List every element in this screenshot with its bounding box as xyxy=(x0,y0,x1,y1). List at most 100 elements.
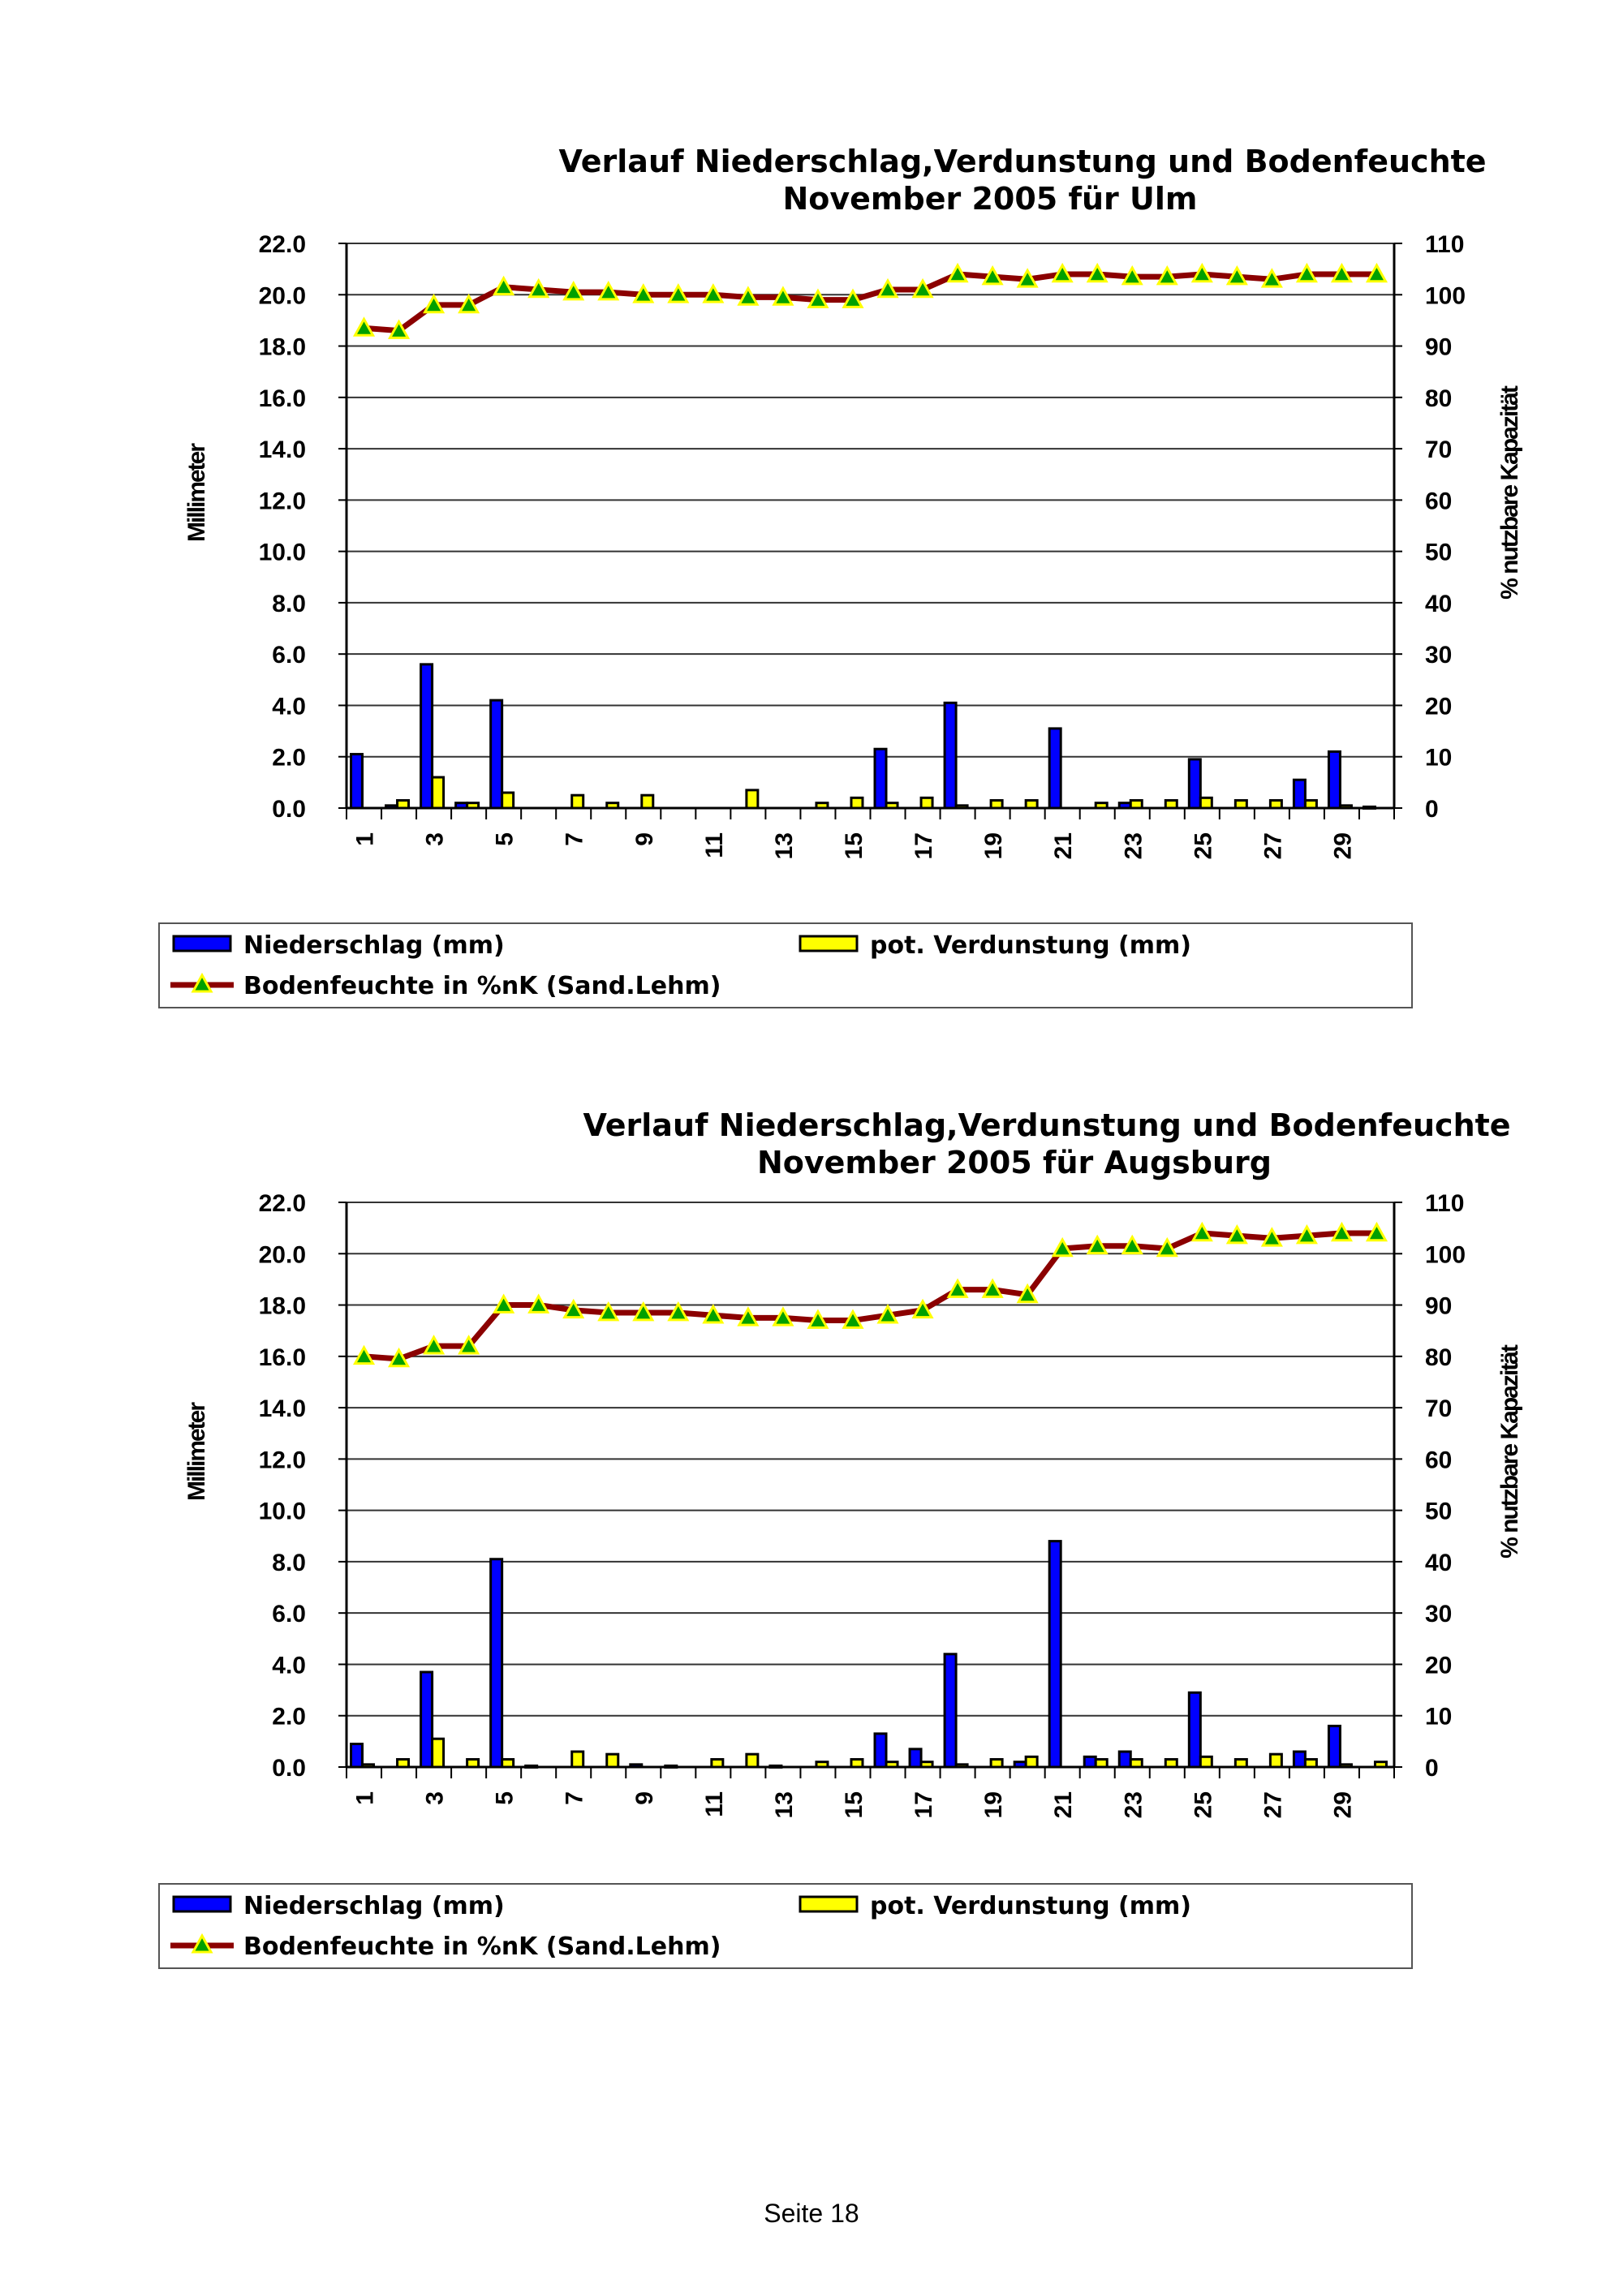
y2-tick-label: 30 xyxy=(1425,642,1452,669)
bar-verdunstung-day-17 xyxy=(919,796,934,810)
x-tick-label: 25 xyxy=(1190,1791,1216,1818)
marker-bodenfeuchte-day-30 xyxy=(1365,262,1388,283)
x-tick-label: 9 xyxy=(631,832,658,846)
y2-tick-label: 60 xyxy=(1425,488,1452,514)
y-tick-label: 12.0 xyxy=(259,488,306,514)
bar-niederschlag-day-10 xyxy=(664,1764,678,1769)
bar-verdunstung-day-19 xyxy=(989,1758,1004,1769)
marker-bodenfeuchte-day-21 xyxy=(1051,1236,1074,1258)
bar-niederschlag-day-1 xyxy=(350,753,364,810)
bar-niederschlag-day-1 xyxy=(350,1743,364,1769)
legend-label-verdunstung: pot. Verdunstung (mm) xyxy=(870,1892,1191,1920)
bar-verdunstung-day-26 xyxy=(1233,1758,1248,1769)
marker-bodenfeuchte-day-17 xyxy=(911,1298,934,1319)
marker-bodenfeuchte-day-14 xyxy=(807,1309,829,1329)
bar-verdunstung-day-22 xyxy=(1094,1758,1109,1769)
bar-verdunstung-day-15 xyxy=(850,1758,864,1769)
x-tick-label: 27 xyxy=(1259,1791,1286,1818)
legend-swatch-bodenfeuchte-marker xyxy=(191,972,213,993)
marker-bodenfeuchte-day-22 xyxy=(1086,1234,1109,1255)
chart-subtitle: November 2005 für Augsburg xyxy=(757,1145,1272,1180)
y-tick-label: 6.0 xyxy=(272,642,306,669)
bar-verdunstung-day-7 xyxy=(570,1750,585,1769)
marker-bodenfeuchte-day-14 xyxy=(807,288,829,308)
bar-verdunstung-day-14 xyxy=(815,802,829,810)
y-tick-label: 4.0 xyxy=(272,693,306,720)
legend-swatch-verdunstung xyxy=(799,1895,859,1913)
marker-bodenfeuchte-day-26 xyxy=(1225,1224,1248,1245)
bar-niederschlag-day-25 xyxy=(1187,1691,1202,1769)
x-tick-label: 9 xyxy=(631,1791,658,1805)
bar-niederschlag-day-16 xyxy=(873,1732,888,1769)
x-tick-label: 5 xyxy=(492,832,519,846)
bar-niederschlag-day-3 xyxy=(420,663,434,810)
marker-bodenfeuchte-day-4 xyxy=(458,293,480,314)
y-tick-label: 14.0 xyxy=(259,1395,306,1422)
x-tick-label: 19 xyxy=(980,1791,1007,1818)
marker-bodenfeuchte-day-27 xyxy=(1260,1227,1283,1247)
bar-niederschlag-day-2 xyxy=(385,804,399,810)
page-footer: Seite 18 xyxy=(764,2199,859,2228)
y-tick-label: 14.0 xyxy=(259,436,306,463)
marker-bodenfeuchte-day-10 xyxy=(667,283,690,303)
marker-bodenfeuchte-day-3 xyxy=(423,293,446,314)
marker-bodenfeuchte-day-6 xyxy=(527,277,550,299)
y-tick-label: 16.0 xyxy=(259,1344,306,1371)
x-tick-label: 21 xyxy=(1050,832,1077,859)
bar-verdunstung-day-8 xyxy=(605,802,620,810)
bar-verdunstung-day-22 xyxy=(1094,802,1109,810)
bar-verdunstung-day-29 xyxy=(1338,804,1353,810)
y2-tick-label: 0 xyxy=(1425,1755,1439,1782)
legend-box xyxy=(158,1883,1413,1969)
marker-bodenfeuchte-day-11 xyxy=(702,1304,725,1324)
x-tick-label: 17 xyxy=(911,832,937,859)
marker-bodenfeuchte-day-10 xyxy=(667,1301,690,1322)
y-axis-label: Millimeter xyxy=(183,443,210,542)
x-tick-label: 15 xyxy=(841,832,867,859)
bar-verdunstung-day-8 xyxy=(605,1752,620,1769)
y-tick-label: 0.0 xyxy=(272,1755,306,1782)
x-tick-label: 27 xyxy=(1259,832,1286,859)
y2-tick-label: 10 xyxy=(1425,745,1452,772)
y2-tick-label: 90 xyxy=(1425,334,1452,361)
y2-tick-label: 40 xyxy=(1425,591,1452,617)
bar-verdunstung-day-12 xyxy=(745,789,760,810)
bar-niederschlag-day-9 xyxy=(629,1763,644,1769)
y-tick-label: 8.0 xyxy=(272,1550,306,1576)
marker-bodenfeuchte-day-6 xyxy=(527,1293,550,1314)
marker-bodenfeuchte-day-4 xyxy=(458,1335,480,1355)
bar-niederschlag-day-4 xyxy=(454,802,469,810)
marker-bodenfeuchte-day-16 xyxy=(876,277,899,299)
bar-niederschlag-day-21 xyxy=(1048,1540,1062,1769)
bar-verdunstung-day-20 xyxy=(1024,1755,1039,1769)
marker-bodenfeuchte-day-25 xyxy=(1190,262,1213,283)
x-tick-label: 21 xyxy=(1050,1791,1077,1818)
bar-niederschlag-day-28 xyxy=(1292,778,1307,810)
bar-verdunstung-day-18 xyxy=(954,804,969,810)
marker-bodenfeuchte-day-8 xyxy=(597,281,620,301)
x-tick-label: 5 xyxy=(492,1791,519,1805)
marker-bodenfeuchte-day-20 xyxy=(1016,1283,1039,1304)
marker-bodenfeuchte-day-5 xyxy=(493,1293,515,1314)
bar-niederschlag-day-28 xyxy=(1292,1750,1307,1769)
bar-verdunstung-day-2 xyxy=(396,799,411,810)
y2-tick-label: 70 xyxy=(1425,436,1452,463)
x-tick-label: 3 xyxy=(422,1791,449,1805)
marker-bodenfeuchte-day-22 xyxy=(1086,262,1109,283)
bar-verdunstung-day-24 xyxy=(1164,799,1178,810)
y-tick-label: 20.0 xyxy=(259,282,306,309)
bar-verdunstung-day-25 xyxy=(1199,1755,1213,1769)
y2-tick-label: 0 xyxy=(1425,796,1439,823)
legend-swatch-niederschlag xyxy=(172,935,232,952)
y-axis-label: Millimeter xyxy=(183,1402,210,1501)
marker-bodenfeuchte-day-27 xyxy=(1260,268,1283,288)
y2-axis-label: % nutzbare Kapazität xyxy=(1496,1344,1523,1559)
bar-niederschlag-day-16 xyxy=(873,747,888,810)
y-tick-label: 0.0 xyxy=(272,796,306,823)
marker-bodenfeuchte-day-1 xyxy=(352,1344,376,1365)
marker-bodenfeuchte-day-28 xyxy=(1295,262,1318,283)
marker-bodenfeuchte-day-24 xyxy=(1156,265,1178,286)
bar-verdunstung-day-7 xyxy=(570,793,585,810)
y-tick-label: 20.0 xyxy=(259,1241,306,1268)
